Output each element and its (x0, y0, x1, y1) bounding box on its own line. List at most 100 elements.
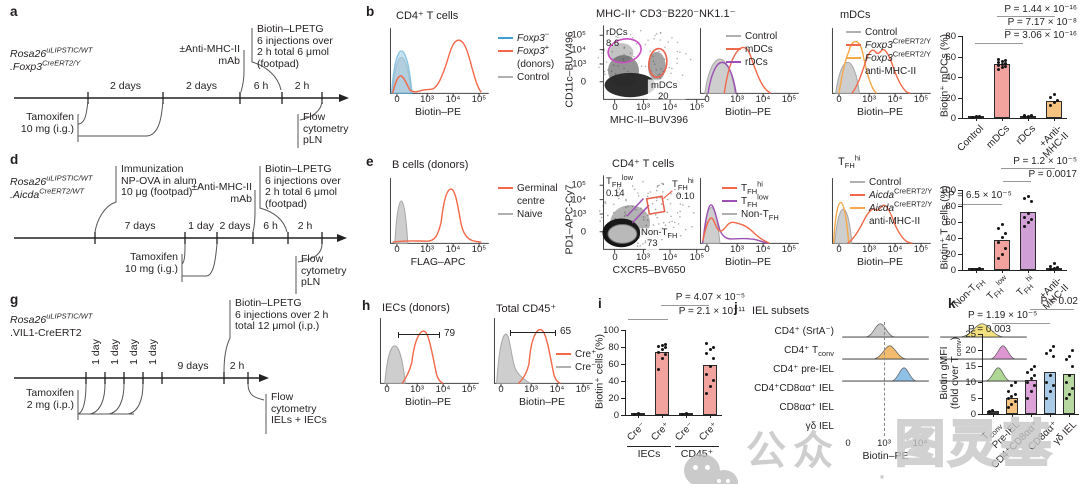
c-bar-chart: 0 20 40 60 80 Control mDCs rDCs +Anti- MHC-II (945, 31, 1071, 161)
anti-mhc-label-d: ±Anti-MHC-II mAb (191, 181, 252, 205)
segment-6h: 6 h (263, 220, 278, 232)
watermark-dot: · (877, 459, 888, 484)
hist-iecs-plot (374, 316, 482, 392)
tfh-low-gate (627, 199, 649, 223)
hist-bcells-xlabel: FLAG–APC (410, 256, 466, 268)
tfh-low-gate-label: TFHlow (606, 172, 634, 189)
category-label: Cre⁻ (625, 420, 649, 444)
category-label: mDCs (984, 123, 1013, 151)
group-label-cd45: CD45⁺ (675, 446, 719, 460)
mdcs-gate-label: mDCs (651, 80, 678, 91)
panel-j-label: j (734, 300, 738, 315)
hist-cd45-xlabel: Biotin–PE (518, 396, 566, 408)
panel-d-label: d (10, 152, 19, 167)
hist-iecs-title: IECs (donors) (382, 302, 450, 314)
legend-tfhhi: Control AicdaCreERT2/Y AicdaCreERT2/Y an… (850, 176, 932, 228)
panel-g-label: g (10, 292, 19, 307)
i-pvalue-2: P = 2.1 × 10⁻¹¹ (678, 306, 745, 317)
scatter-e: 10⁵ 10⁴ 10³ 0 TFHlow 0.14 TFHhi 0.10 Non-TF… (571, 172, 710, 276)
legend-cd4: Foxp3− Foxp3+ (donors) Control (498, 30, 554, 84)
anti-mhc-label: ±Anti-MHC-II mAb (179, 43, 240, 67)
hist-tfh-xticks: 0 10³ 10⁴ 10⁵ (704, 244, 797, 255)
hist-mdcs-xlabel: Biotin–PE (856, 106, 904, 118)
f-pvalue-3: P = 6.5 × 10⁻⁵ (948, 190, 1012, 201)
scatter-b-xticks: 0 10³ 10⁴ 10⁵ (612, 102, 705, 113)
c-pvalue-2: P = 7.17 × 10⁻⁸ (1007, 17, 1077, 28)
scatter-e-xlabel: CXCR5–BV650 (612, 264, 686, 276)
day-label-1: 1 day (90, 339, 102, 365)
scatter-b-title: MHC-II⁺ CD3⁻B220⁻NK1.1⁻ (596, 8, 736, 20)
rdcs-gate-label: rDCs (606, 27, 628, 38)
category-label: Non-TFH (951, 278, 988, 310)
scatter-b: 10⁵ 10⁴ 10³ 0 rDCs 8.6 mDCs 20 0 10³ 10⁴ 10⁵ M… (571, 22, 710, 126)
j-row-label-1: CD4⁺ (SrtA⁻) (774, 326, 834, 337)
hist-cd45: 65 0 10³ 10⁴ 10⁵ Biotin–PE (488, 316, 596, 408)
segment-2h: 2 h (294, 80, 310, 92)
bar (1044, 372, 1057, 414)
hist-cd45-title: Total CD45⁺ (496, 303, 557, 315)
hist-tfhhi: 0 10³ 10⁴ 10⁵ Biotin–PE (826, 176, 934, 268)
biotin-lpetg-label-d: Biotin–LPETG 6 injections over 2 h total 6… (265, 163, 341, 210)
tfh-hi-gate-label: TFHhi (672, 175, 694, 192)
hist-cd4-title: CD4⁺ T cells (396, 10, 459, 22)
non-tfh-gate (608, 225, 637, 244)
hist-cd45-xticks: 0 10³ 10⁴ 10⁵ (498, 384, 591, 395)
scatter-e-title: CD4⁺ T cells (612, 158, 675, 170)
hist-mdcs-plot (826, 26, 934, 102)
non-tfh-gate-label: Non-TFH (640, 227, 679, 240)
legend-bcells: Germinal centre Naive (498, 182, 558, 221)
category-label: TFHhi (1014, 272, 1036, 299)
k-bar-chart: 0 5 10 15 20 25 Tconv Pre-IEL CD4⁺CD8αα⁺ CD8αα⁺ γδ… (965, 329, 1080, 472)
hist-bcells-plot (384, 176, 492, 252)
tamoxifen-label-d: Tamoxifen 10 mg (i.g.) (124, 251, 178, 275)
legend-cre: Cre⁺ Cre⁻ (556, 348, 596, 374)
genotype-d: Rosa26uLIPSTIC/WT .AicdaCreERT2/WT (10, 173, 93, 201)
tamoxifen-label-g: Tamoxifen 2 mg (i.p.) (26, 387, 74, 411)
tfh-low-gate-value: 0.14 (606, 188, 625, 199)
control-swatch (498, 76, 513, 78)
hist-mdcs-rdcs-xticks: 0 10³ 10⁴ 10⁵ (704, 94, 797, 105)
j-title: IEL subsets (752, 305, 810, 317)
tfh-hi-gate-value: 0.10 (676, 191, 695, 202)
foxp3pos-swatch (498, 50, 513, 52)
rdcs-gate (606, 36, 643, 66)
j-row-label-2: CD4⁺ Tconv (784, 345, 834, 358)
biotin-lpetg-label: Biotin–LPETG 6 injections over 2 h total 6… (257, 23, 333, 70)
c-sigline-1 (997, 16, 1055, 17)
hist-tfh-xlabel: Biotin–PE (724, 256, 772, 268)
segment-2h: 2 h (297, 220, 313, 232)
panel-g-timeline: Rosa26uLIPSTIC/WT .VIL1-CreERT2 1 day 1 d… (8, 294, 356, 482)
hist-iecs-xticks: 0 10³ 10⁴ 10⁵ (384, 384, 477, 395)
cd45-gate-value: 65 (560, 326, 572, 337)
flow-cytometry-label-g: Flow cytometry IELs + IECs (271, 391, 327, 426)
mdcs-gate-value: 20 (658, 91, 669, 102)
bar (1005, 398, 1018, 414)
hist-tfh: 0 10³ 10⁴ 10⁵ Biotin–PE (694, 176, 802, 268)
day-label-2: 1 day (109, 339, 121, 365)
hist-bcells-title: B cells (donors) (392, 159, 469, 171)
f-pvalue-1: P = 1.2 × 10⁻⁵ (1013, 156, 1077, 167)
k-pvalue-2: P = 1.19 × 10⁻⁵ (968, 310, 1038, 321)
legend-mdcs-rdcs: Control mDCs rDCs (726, 30, 777, 69)
k-sigline-1 (1030, 309, 1074, 310)
category-label: rDCs (1014, 123, 1039, 148)
segment-2h-g: 2 h (229, 360, 245, 372)
segment-7days: 7 days (124, 220, 156, 232)
scatter-e-xticks: 0 10³ 10⁴ 10⁵ (612, 252, 705, 263)
hist-tfh-plot (694, 176, 802, 252)
hist-cd4-tcells: 0 10³ 10⁴ 10⁵ Biotin–PE (384, 26, 492, 118)
immunization-label: Immunization NP-OVA in alum 10 μg (footpad… (121, 163, 197, 198)
category-label: +Anti- MHC-II (1037, 123, 1071, 161)
f-pvalue-2: P = 0.0017 (1028, 169, 1077, 180)
hist-iecs-xlabel: Biotin–PE (404, 396, 452, 408)
segment-9days: 9 days (177, 360, 209, 372)
panel-h-label: h (362, 298, 371, 313)
j-ridgeline (838, 320, 1080, 386)
iecs-gate-value: 79 (444, 328, 456, 339)
i-sigline-1 (661, 305, 709, 306)
hist-tfhhi-xlabel: Biotin–PE (856, 256, 904, 268)
category-label: Cre⁻ (673, 420, 697, 444)
c-sigline-3 (975, 43, 1023, 44)
k-ylabel: Biotin gMFI (fold over Tconv) (938, 336, 964, 410)
scatter-e-yticks: 10⁵ 10⁴ 10³ 0 (571, 179, 586, 238)
